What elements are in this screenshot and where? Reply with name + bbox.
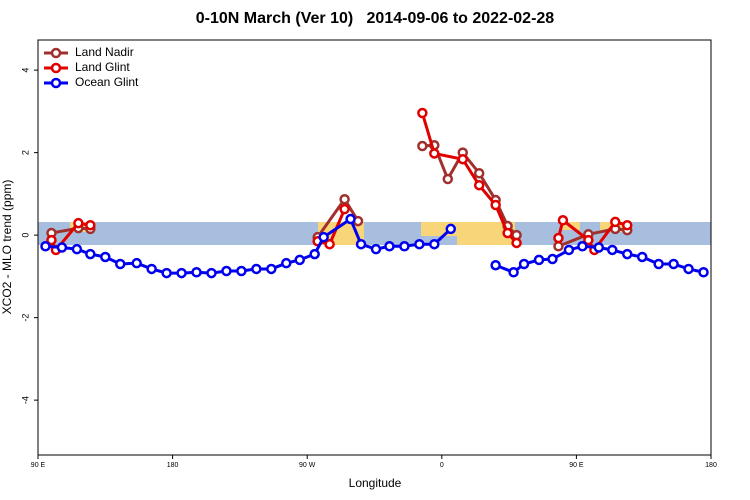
- data-point: [553, 232, 564, 244]
- data-point: [85, 248, 96, 260]
- data-point: [429, 238, 440, 250]
- data-point: [577, 241, 588, 252]
- data-point: [607, 244, 618, 256]
- data-point: [636, 251, 648, 263]
- data-point: [40, 241, 51, 252]
- data-point: [490, 259, 501, 271]
- data-point: [339, 203, 350, 215]
- y-tick-label: 0: [20, 233, 30, 238]
- legend-marker: [50, 62, 62, 74]
- y-tick-label: -2: [20, 314, 30, 322]
- data-point: [653, 258, 664, 270]
- y-tick-label: -4: [20, 396, 30, 404]
- data-point: [698, 267, 709, 278]
- data-point: [309, 248, 320, 260]
- x-tick-label: 180: [167, 462, 179, 469]
- data-point: [131, 257, 142, 269]
- legend-marker: [50, 47, 62, 59]
- data-point: [191, 267, 202, 278]
- x-tick-label: 90 E: [31, 462, 46, 469]
- legend-label: Ocean Glint: [75, 75, 139, 89]
- data-point: [324, 238, 335, 250]
- data-point: [621, 248, 633, 260]
- data-point: [668, 258, 679, 270]
- data-point: [518, 258, 530, 270]
- data-point: [473, 167, 485, 179]
- data-point: [533, 254, 545, 266]
- data-point: [442, 173, 454, 185]
- data-point: [511, 237, 522, 249]
- x-axis-label: Longitude: [349, 476, 402, 490]
- data-point: [563, 244, 575, 256]
- data-point: [547, 253, 558, 265]
- data-point: [384, 241, 395, 252]
- data-point: [281, 257, 292, 269]
- chart-title: 0-10N March (Ver 10) 2014-09-06 to 2022-…: [196, 10, 555, 27]
- data-point: [294, 254, 305, 266]
- data-point: [553, 241, 564, 252]
- x-tick-label: 180: [705, 462, 717, 469]
- data-point: [683, 263, 694, 275]
- data-point: [610, 216, 621, 228]
- data-point: [46, 234, 57, 246]
- data-point: [355, 238, 367, 250]
- data-point: [161, 267, 172, 279]
- data-point: [490, 199, 501, 211]
- data-point: [236, 265, 247, 277]
- y-tick-label: 4: [20, 68, 30, 73]
- data-point: [339, 193, 350, 205]
- data-point: [583, 234, 594, 246]
- data-point: [115, 258, 126, 270]
- data-point: [176, 267, 187, 279]
- data-point: [146, 263, 157, 275]
- data-point: [593, 242, 605, 253]
- legend-marker: [50, 77, 62, 89]
- data-point: [370, 243, 382, 255]
- data-point: [399, 241, 410, 252]
- data-point: [318, 231, 329, 243]
- x-tick-label: 90 E: [569, 462, 584, 469]
- legend-label: Land Nadir: [75, 45, 134, 59]
- data-point: [266, 263, 277, 275]
- x-tick-label: 0: [440, 462, 444, 469]
- x-tick-label: 90 W: [299, 462, 316, 469]
- data-point: [417, 107, 428, 119]
- data-point: [71, 243, 83, 255]
- data-point: [473, 179, 485, 191]
- legend-label: Land Glint: [75, 60, 130, 74]
- plot-frame: [37, 39, 712, 456]
- data-point: [457, 153, 468, 165]
- data-point: [429, 148, 440, 159]
- data-point: [508, 267, 519, 278]
- data-point: [557, 215, 569, 226]
- data-point: [414, 238, 425, 250]
- map-band: [38, 222, 711, 245]
- data-point: [251, 263, 262, 275]
- data-point: [445, 223, 457, 235]
- data-point: [56, 242, 68, 253]
- data-point: [417, 140, 428, 152]
- data-point: [73, 217, 84, 229]
- data-point: [502, 227, 513, 239]
- data-point: [221, 265, 232, 277]
- data-point: [621, 219, 633, 231]
- data-point: [100, 251, 111, 263]
- data-point: [345, 213, 356, 225]
- y-axis-label: XCO2 - MLO trend (ppm): [0, 180, 14, 315]
- data-point: [206, 267, 217, 279]
- y-tick-label: 2: [20, 150, 30, 155]
- data-point: [85, 219, 96, 231]
